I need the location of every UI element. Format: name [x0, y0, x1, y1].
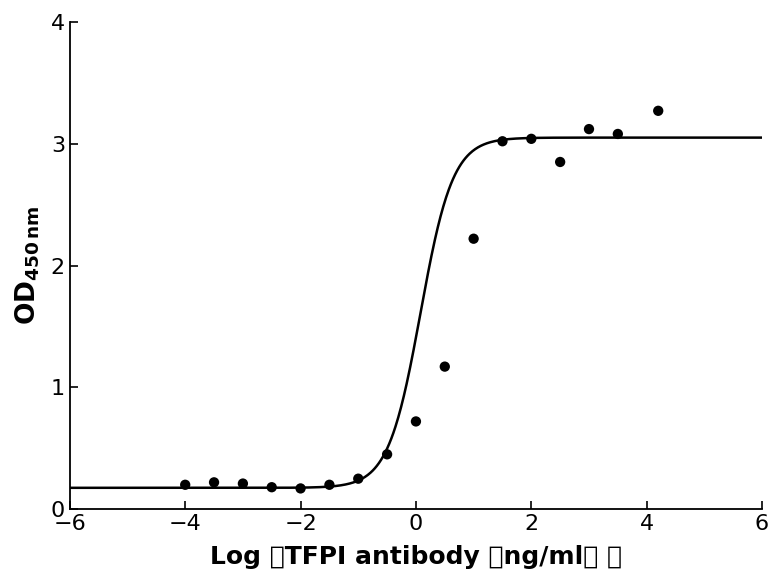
Point — [265, 483, 278, 492]
Point — [352, 474, 365, 483]
Point — [438, 362, 451, 371]
Point — [496, 136, 509, 146]
Point — [323, 480, 336, 490]
Point — [467, 234, 480, 243]
Point — [179, 480, 192, 490]
Point — [612, 129, 624, 139]
Point — [652, 106, 665, 115]
Point — [207, 477, 220, 487]
Point — [294, 484, 307, 493]
Point — [410, 417, 422, 426]
Point — [583, 124, 595, 134]
Point — [554, 157, 566, 167]
Y-axis label: $\mathregular{OD_{450\,nm}}$: $\mathregular{OD_{450\,nm}}$ — [14, 206, 42, 325]
X-axis label: Log （TFPI antibody （ng/ml） ）: Log （TFPI antibody （ng/ml） ） — [210, 545, 622, 569]
Point — [381, 449, 393, 459]
Point — [236, 479, 249, 488]
Point — [525, 134, 538, 143]
